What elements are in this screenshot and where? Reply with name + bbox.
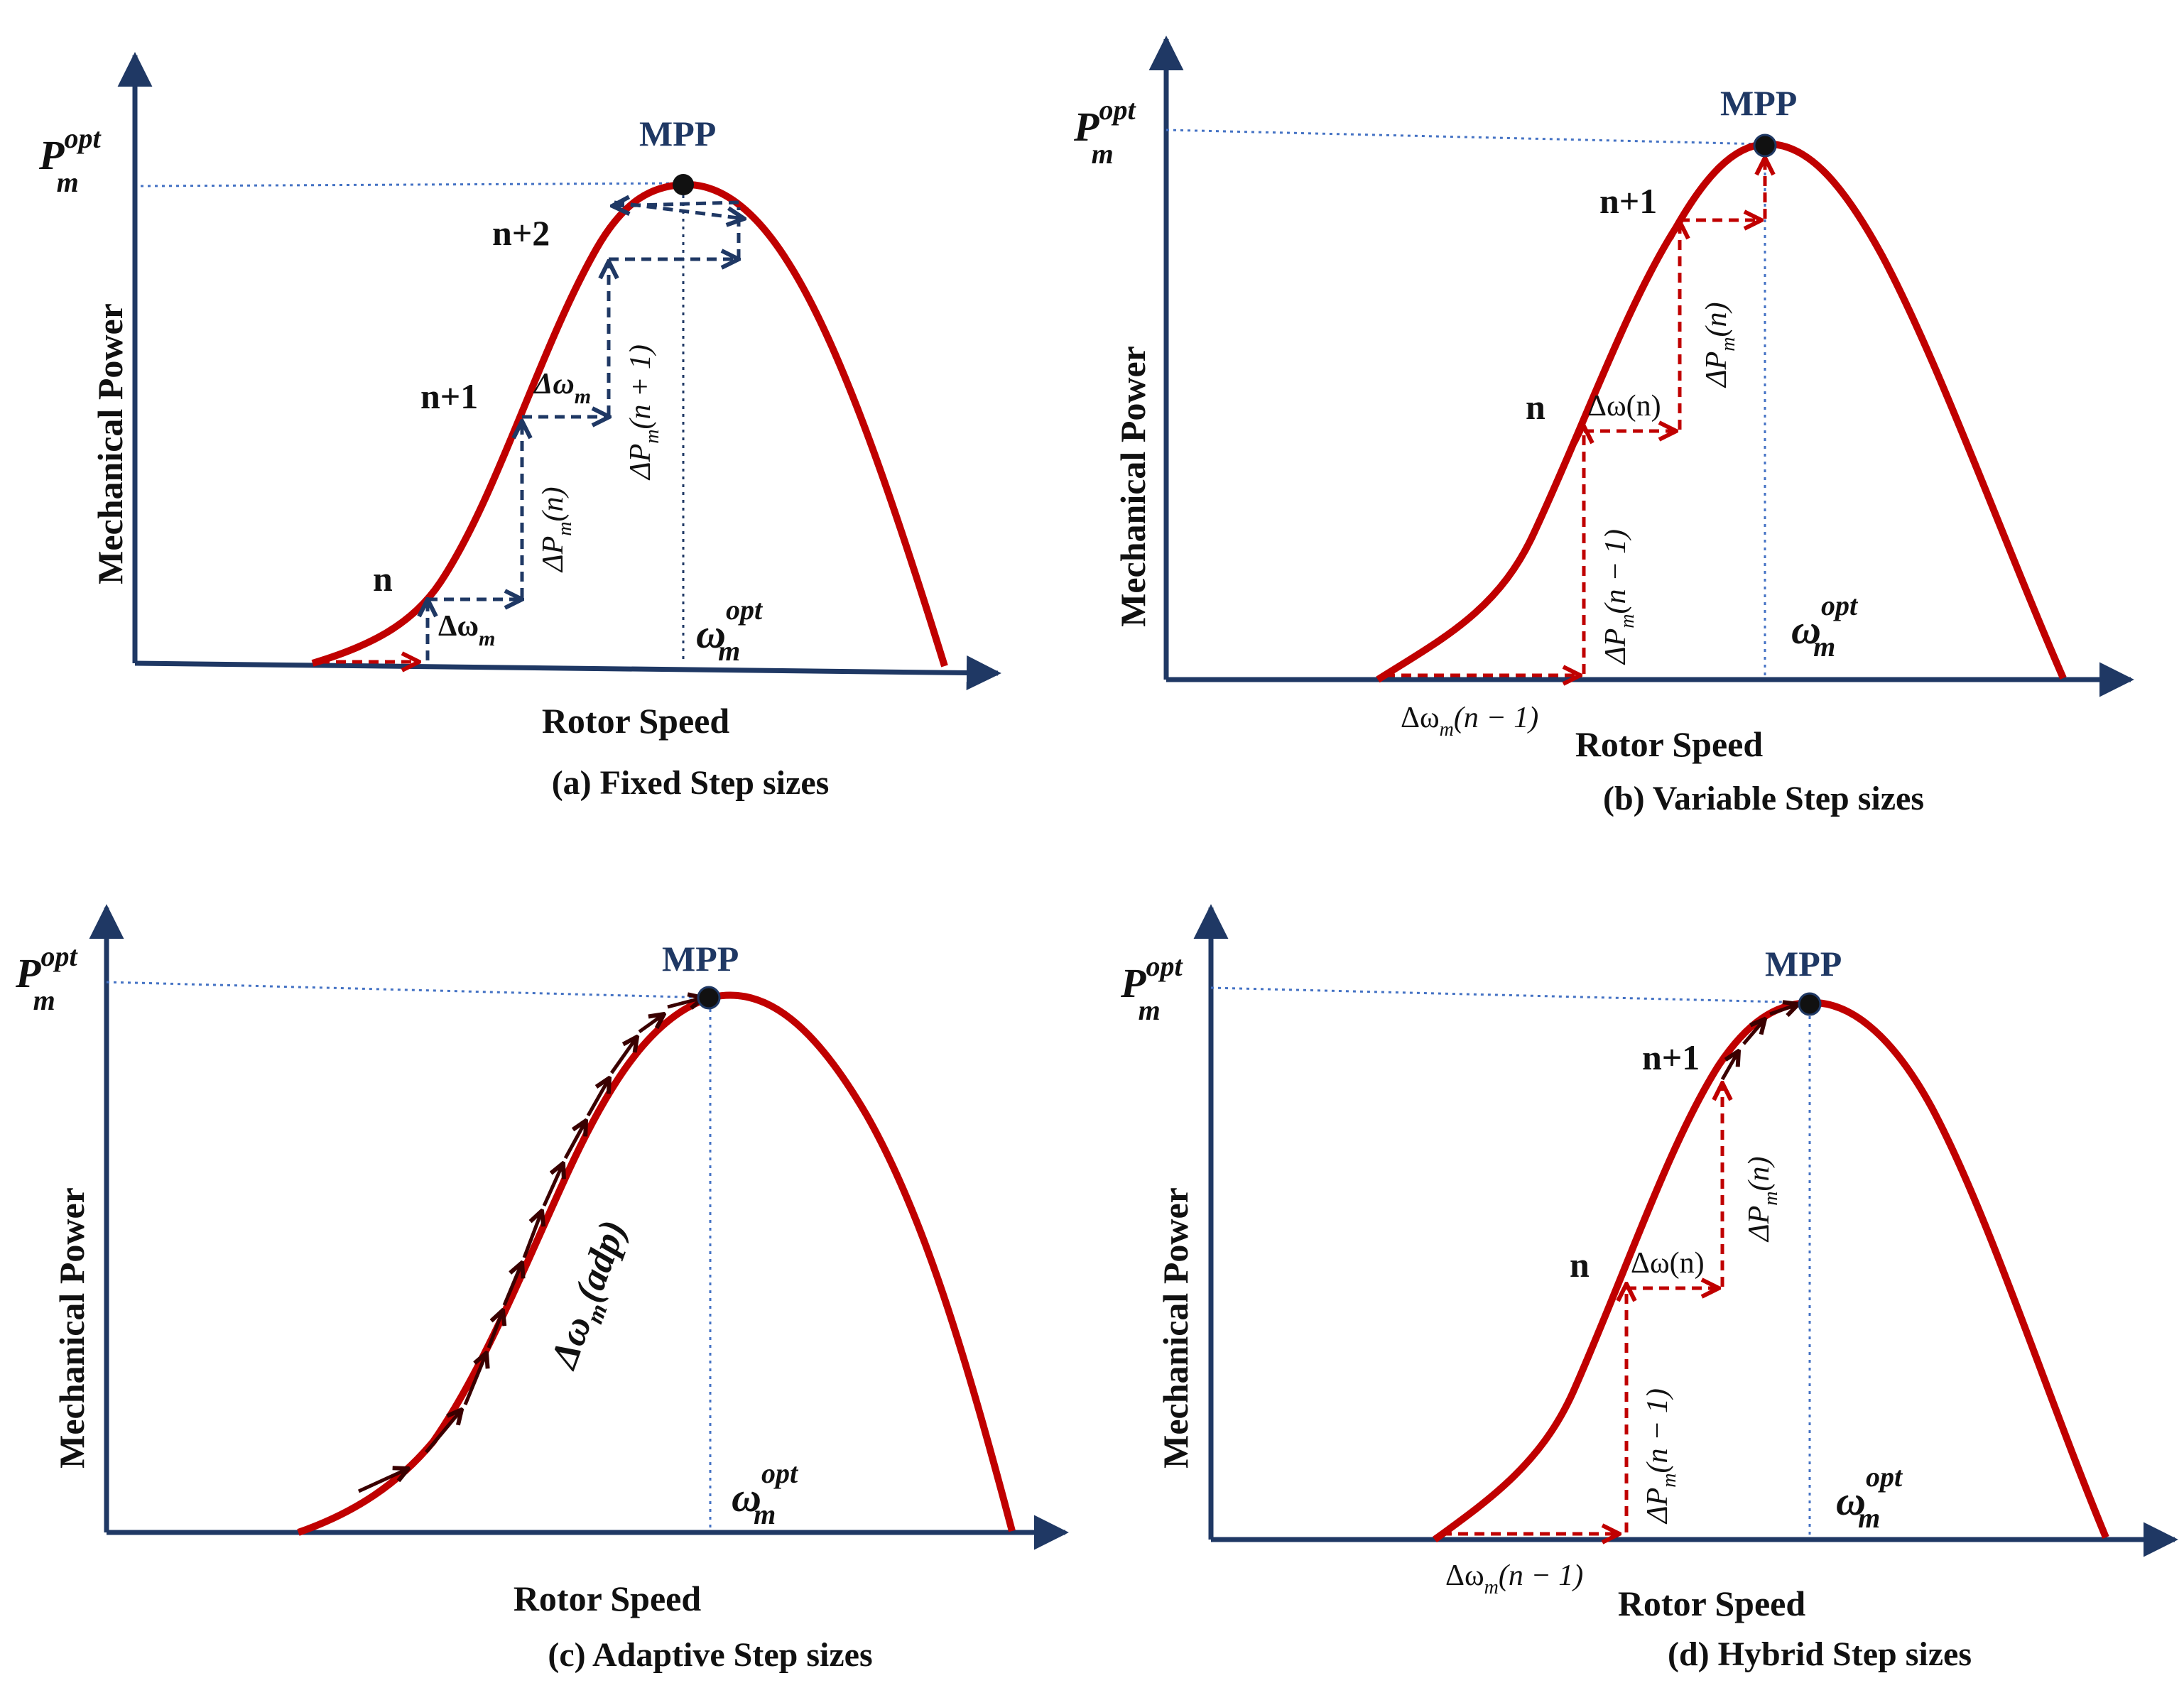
fixed-step-arrows xyxy=(320,202,744,662)
delta-omega-label-1: Δωm xyxy=(438,610,495,650)
variable-step-arrows xyxy=(1385,158,1765,675)
mpp-point xyxy=(673,174,694,195)
delta-omega-label-n: Δω(n) xyxy=(1587,390,1661,423)
w-opt-label: ωopt m xyxy=(732,1457,799,1530)
delta-omega-label-n-minus-1: Δωm(n − 1) xyxy=(1445,1559,1583,1598)
panel-c: MPP Popt m ωopt m Δωm(adp) Mechanical Powe… xyxy=(15,904,1069,1674)
step-label-n-plus-1: n+1 xyxy=(1642,1037,1700,1077)
delta-omega-label-n: Δω(n) xyxy=(1631,1247,1705,1280)
delta-p-label-n-minus-1: ΔPm(n − 1) xyxy=(1599,529,1639,665)
delta-p-label-n: ΔPm(n) xyxy=(537,486,576,573)
panel-b: MPP Popt m ωopt m n n+1 Δωm(n − 1) Δω(n) Δ… xyxy=(1073,36,2134,817)
step-label-n-plus-1: n+1 xyxy=(420,376,478,416)
p-opt-guide xyxy=(106,981,711,999)
mpp-point xyxy=(1753,134,1777,158)
mpp-point xyxy=(697,986,721,1010)
x-axis xyxy=(134,655,1001,690)
w-opt-label: ωopt m xyxy=(1836,1461,1903,1534)
p-opt-label: Popt m xyxy=(38,122,102,198)
power-curve xyxy=(1433,998,2109,1543)
mpp-label: MPP xyxy=(639,114,716,153)
delta-omega-adaptive-label: Δωm(adp) xyxy=(541,1214,641,1377)
y-axis-title: Mechanical Power xyxy=(1113,346,1153,627)
p-opt-guide xyxy=(140,182,684,187)
power-curve xyxy=(311,180,948,668)
adaptive-step-arrows xyxy=(357,998,703,1493)
panel-caption: (b) Variable Step sizes xyxy=(1603,780,1924,817)
mpp-label: MPP xyxy=(1765,944,1842,984)
delta-p-label-n-minus-1: ΔPm(n − 1) xyxy=(1641,1388,1680,1525)
p-opt-guide xyxy=(1210,986,1810,1004)
delta-p-label-n: ΔPm(n) xyxy=(1743,1156,1782,1243)
p-opt-guide xyxy=(1166,129,1766,146)
delta-omega-label-n-minus-1: Δωm(n − 1) xyxy=(1401,702,1538,741)
y-axis-title: Mechanical Power xyxy=(1156,1187,1195,1469)
power-curve xyxy=(297,991,1016,1536)
power-curve xyxy=(1376,140,2067,683)
w-opt-label: ωopt m xyxy=(1791,589,1859,663)
delta-omega-label-2: Δωm xyxy=(533,368,591,408)
step-label-n-plus-1: n+1 xyxy=(1599,181,1657,221)
step-label-n: n xyxy=(1570,1245,1590,1285)
y-axis-title: Mechanical Power xyxy=(52,1187,92,1469)
mpp-label: MPP xyxy=(1720,83,1797,123)
step-label-n: n xyxy=(1526,387,1545,427)
delta-p-label-n-plus-1: ΔPm(n + 1) xyxy=(624,344,663,481)
x-axis-title: Rotor Speed xyxy=(1618,1584,1806,1623)
panel-caption: (a) Fixed Step sizes xyxy=(552,764,830,802)
x-axis-title: Rotor Speed xyxy=(1575,724,1764,764)
step-label-n: n xyxy=(373,559,393,599)
step-label-n-plus-2: n+2 xyxy=(492,213,550,253)
panel-caption: (d) Hybrid Step sizes xyxy=(1668,1635,1972,1673)
mpp-point xyxy=(1798,992,1822,1016)
p-opt-label: Popt m xyxy=(1073,94,1136,170)
x-axis-title: Rotor Speed xyxy=(542,701,730,741)
p-opt-label: Popt m xyxy=(1120,950,1183,1026)
y-axis-title: Mechanical Power xyxy=(90,303,130,584)
x-axis-title: Rotor Speed xyxy=(514,1579,702,1618)
mpp-label: MPP xyxy=(662,939,739,979)
w-opt-label: ωopt m xyxy=(696,594,764,667)
panel-d: MPP Popt m ωopt m n n+1 Δωm(n − 1) Δω(n) Δ… xyxy=(1120,904,2178,1673)
hybrid-step-arrows xyxy=(1442,1004,1798,1534)
panel-caption: (c) Adaptive Step sizes xyxy=(548,1636,872,1674)
delta-p-label-n: ΔPm(n) xyxy=(1700,302,1739,388)
p-opt-label: Popt m xyxy=(15,940,78,1016)
panel-a: MPP Popt m ωopt m n n+1 n+2 Δωm Δωm ΔPm(n)… xyxy=(38,52,1001,802)
